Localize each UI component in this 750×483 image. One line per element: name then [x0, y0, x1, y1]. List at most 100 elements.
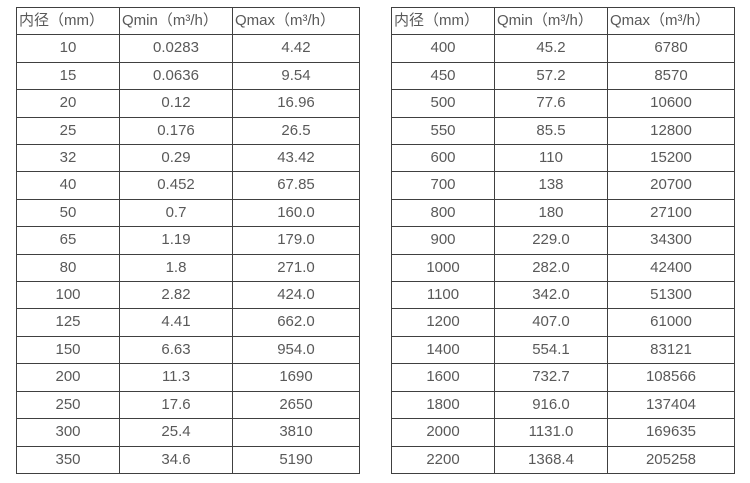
table-cell: 169635 — [607, 418, 735, 447]
table-cell: 0.29 — [119, 144, 233, 173]
table-cell: 8570 — [607, 61, 735, 91]
table-row: 600 110 15200 — [391, 144, 735, 173]
table-cell: 900 — [391, 226, 495, 255]
table-cell: 550 — [391, 116, 495, 146]
table-row: 350 34.6 5190 — [16, 445, 360, 474]
table-row: 1100 342.0 51300 — [391, 281, 735, 310]
table-cell: 45.2 — [494, 34, 608, 63]
table-cell: 10 — [16, 34, 120, 63]
table-cell: 6.63 — [119, 335, 233, 365]
table-row: 700 138 20700 — [391, 171, 735, 200]
flow-table-small-diameters: 内径（mm） Qmin（m³/h） Qmax（m³/h） 10 0.0283 4.42 15… — [16, 6, 360, 474]
table-cell: 600 — [391, 144, 495, 173]
table-row: 65 1.19 179.0 — [16, 226, 360, 255]
table-cell: 800 — [391, 198, 495, 228]
table-cell: 732.7 — [494, 363, 608, 392]
table-cell: 700 — [391, 171, 495, 200]
table-cell: 110 — [494, 144, 608, 173]
table-cell: 0.0283 — [119, 34, 233, 63]
table-row: 1600 732.7 108566 — [391, 363, 735, 392]
table-cell: 1100 — [391, 281, 495, 310]
table-cell: 271.0 — [232, 253, 360, 283]
table-row: 150 6.63 954.0 — [16, 335, 360, 365]
table-cell: 32 — [16, 144, 120, 173]
table-cell: 160.0 — [232, 198, 360, 228]
table-cell: 11.3 — [119, 363, 233, 392]
table-row: 550 85.5 12800 — [391, 116, 735, 146]
table-cell: 1690 — [232, 363, 360, 392]
table-cell: 61000 — [607, 308, 735, 337]
table-cell: 4.42 — [232, 34, 360, 63]
table-cell: 17.6 — [119, 390, 233, 420]
table-cell: 229.0 — [494, 226, 608, 255]
table-cell: 1600 — [391, 363, 495, 392]
table-cell: 400 — [391, 34, 495, 63]
table-cell: 137404 — [607, 390, 735, 420]
table-row: 800 180 27100 — [391, 198, 735, 228]
table-cell: 0.176 — [119, 116, 233, 146]
table-row: 900 229.0 34300 — [391, 226, 735, 255]
table-cell: 342.0 — [494, 281, 608, 310]
table-row: 15 0.0636 9.54 — [16, 61, 360, 91]
table-cell: 125 — [16, 308, 120, 337]
table-cell: 5190 — [232, 445, 360, 474]
table-row: 2000 1131.0 169635 — [391, 418, 735, 447]
table-row: 125 4.41 662.0 — [16, 308, 360, 337]
table-row: 2200 1368.4 205258 — [391, 445, 735, 474]
table-cell: 916.0 — [494, 390, 608, 420]
table-cell: 205258 — [607, 445, 735, 474]
table-cell: 12800 — [607, 116, 735, 146]
flow-table-large-diameters: 内径（mm） Qmin（m³/h） Qmax（m³/h） 400 45.2 6780 450… — [391, 6, 735, 474]
table-cell: 20700 — [607, 171, 735, 200]
table-cell: 65 — [16, 226, 120, 255]
table-cell: 0.12 — [119, 89, 233, 118]
table-cell: 20 — [16, 89, 120, 118]
table-row: 80 1.8 271.0 — [16, 253, 360, 283]
table-cell: 51300 — [607, 281, 735, 310]
table-cell: 4.41 — [119, 308, 233, 337]
table-cell: 34300 — [607, 226, 735, 255]
table-cell: 50 — [16, 198, 120, 228]
column-header: Qmax（m³/h） — [232, 6, 360, 36]
table-cell: 250 — [16, 390, 120, 420]
table-cell: 1.8 — [119, 253, 233, 283]
table-cell: 450 — [391, 61, 495, 91]
table-cell: 85.5 — [494, 116, 608, 146]
table-cell: 25 — [16, 116, 120, 146]
table-cell: 1368.4 — [494, 445, 608, 474]
table-cell: 34.6 — [119, 445, 233, 474]
table-row: 450 57.2 8570 — [391, 61, 735, 91]
table-cell: 40 — [16, 171, 120, 200]
table-cell: 67.85 — [232, 171, 360, 200]
table-row: 32 0.29 43.42 — [16, 144, 360, 173]
header-row: 内径（mm） Qmin（m³/h） Qmax（m³/h） — [16, 6, 360, 36]
table-row: 1200 407.0 61000 — [391, 308, 735, 337]
table-cell: 282.0 — [494, 253, 608, 283]
table-cell: 16.96 — [232, 89, 360, 118]
table-row: 50 0.7 160.0 — [16, 198, 360, 228]
table-cell: 1.19 — [119, 226, 233, 255]
table-cell: 350 — [16, 445, 120, 474]
table-cell: 15200 — [607, 144, 735, 173]
table-row: 1800 916.0 137404 — [391, 390, 735, 420]
table-cell: 0.452 — [119, 171, 233, 200]
column-header: 内径（mm） — [391, 6, 495, 36]
table-row: 1000 282.0 42400 — [391, 253, 735, 283]
table-cell: 138 — [494, 171, 608, 200]
column-header: 内径（mm） — [16, 6, 120, 36]
table-cell: 15 — [16, 61, 120, 91]
column-header: Qmin（m³/h） — [494, 6, 608, 36]
table-cell: 1800 — [391, 390, 495, 420]
table-cell: 407.0 — [494, 308, 608, 337]
table-cell: 1400 — [391, 335, 495, 365]
table-cell: 10600 — [607, 89, 735, 118]
table-cell: 180 — [494, 198, 608, 228]
table-cell: 26.5 — [232, 116, 360, 146]
table-cell: 1131.0 — [494, 418, 608, 447]
table-cell: 500 — [391, 89, 495, 118]
table-cell: 1000 — [391, 253, 495, 283]
table-cell: 424.0 — [232, 281, 360, 310]
table-row: 40 0.452 67.85 — [16, 171, 360, 200]
table-cell: 300 — [16, 418, 120, 447]
